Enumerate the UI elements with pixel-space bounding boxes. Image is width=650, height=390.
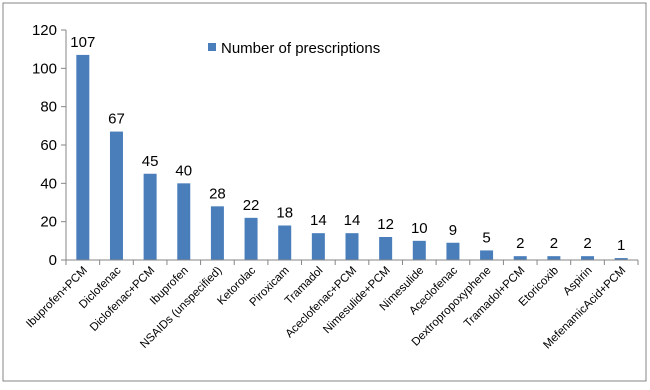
data-label: 2: [516, 235, 524, 252]
bar: [446, 242, 460, 260]
bars: [76, 54, 628, 260]
data-label: 1: [617, 237, 625, 254]
bar: [480, 250, 494, 260]
data-label: 22: [243, 197, 260, 214]
data-label: 107: [70, 34, 95, 51]
y-tick-label: 0: [49, 252, 57, 269]
legend: Number of prescriptions: [208, 40, 380, 57]
data-label: 67: [108, 111, 125, 128]
data-label: 12: [377, 216, 394, 233]
data-label: 18: [276, 205, 293, 222]
legend-label: Number of prescriptions: [221, 40, 380, 57]
data-label: 14: [344, 212, 361, 229]
data-label: 5: [482, 229, 490, 246]
bar: [311, 233, 325, 260]
bar: [412, 240, 426, 260]
data-label: 10: [411, 220, 428, 237]
y-tick-label: 40: [40, 175, 57, 192]
data-label: 14: [310, 212, 327, 229]
data-label: 9: [449, 222, 457, 239]
bar: [581, 256, 595, 260]
bar: [379, 237, 393, 260]
bar: [278, 225, 292, 260]
bar: [76, 54, 90, 260]
data-label: 28: [209, 185, 226, 202]
y-tick-label: 20: [40, 214, 57, 231]
y-axis: 0 20 40 60 80 100 120: [32, 22, 67, 269]
bar: [143, 173, 157, 260]
y-tick-label: 100: [32, 60, 57, 77]
bar: [513, 256, 527, 260]
bar: [345, 233, 359, 260]
bar: [210, 206, 224, 260]
bar: [177, 183, 191, 260]
bar: [109, 131, 123, 260]
bar: [547, 256, 561, 260]
y-tick-label: 60: [40, 137, 57, 154]
bar: [244, 217, 258, 260]
y-tick-label: 120: [32, 22, 57, 39]
data-label: 40: [175, 162, 192, 179]
y-tick-label: 80: [40, 99, 57, 116]
data-label: 2: [583, 235, 591, 252]
data-label: 2: [550, 235, 558, 252]
data-label: 45: [142, 153, 159, 170]
legend-swatch: [208, 43, 216, 51]
bar: [614, 258, 628, 260]
